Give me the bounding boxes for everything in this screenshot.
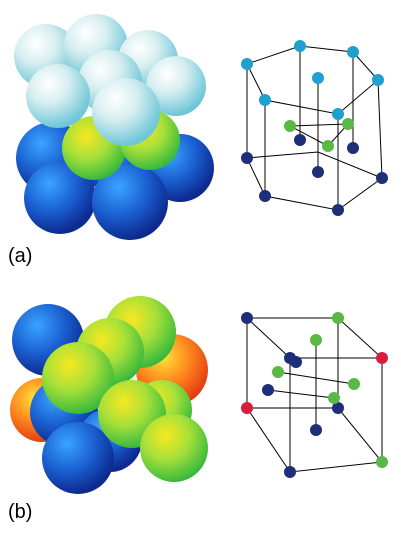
atom-navy <box>241 152 253 164</box>
atom-red <box>376 352 388 364</box>
sphere-blue <box>42 422 114 494</box>
atom-green <box>328 392 340 404</box>
sphere-cyan <box>26 64 90 128</box>
atom-navy <box>332 402 344 414</box>
atom-cyan <box>347 46 359 58</box>
fcc-unit-cell <box>241 312 388 478</box>
hcp-unit-cell <box>241 40 388 216</box>
sphere-blue <box>92 164 168 240</box>
panel-label-a: (a) <box>8 245 32 267</box>
atom-navy <box>347 142 359 154</box>
atom-green <box>376 456 388 468</box>
atom-cyan <box>372 74 384 86</box>
fcc-cell-edges <box>245 317 384 473</box>
atom-navy <box>310 424 322 436</box>
atom-navy <box>284 466 296 478</box>
atom-navy <box>294 134 306 146</box>
atom-navy <box>376 172 388 184</box>
atom-navy <box>332 204 344 216</box>
atom-cyan <box>332 108 344 120</box>
fcc-sphere-stack <box>10 296 208 494</box>
atom-cyan <box>259 94 271 106</box>
atom-red <box>241 402 253 414</box>
sphere-cyan <box>92 78 160 146</box>
atom-green <box>348 378 360 390</box>
atom-navy <box>312 166 324 178</box>
atom-green <box>332 312 344 324</box>
atom-cyan <box>241 58 253 70</box>
atom-green <box>272 366 284 378</box>
atom-green <box>284 120 296 132</box>
hcp-sphere-stack <box>14 14 214 240</box>
atom-green <box>342 118 354 130</box>
hcp-cell-edges <box>246 45 384 211</box>
atom-green <box>322 140 334 152</box>
atom-navy <box>241 312 253 324</box>
sphere-blue <box>24 162 96 234</box>
sphere-cyan <box>146 56 206 116</box>
atom-navy <box>259 190 271 202</box>
atom-cyan <box>312 72 324 84</box>
atom-cyan <box>294 40 306 52</box>
atom-navy <box>290 356 302 368</box>
atom-navy <box>262 384 274 396</box>
sphere-green <box>140 414 208 482</box>
panel-label-b: (b) <box>8 501 32 523</box>
atom-green <box>310 334 322 346</box>
sphere-green <box>42 342 114 414</box>
